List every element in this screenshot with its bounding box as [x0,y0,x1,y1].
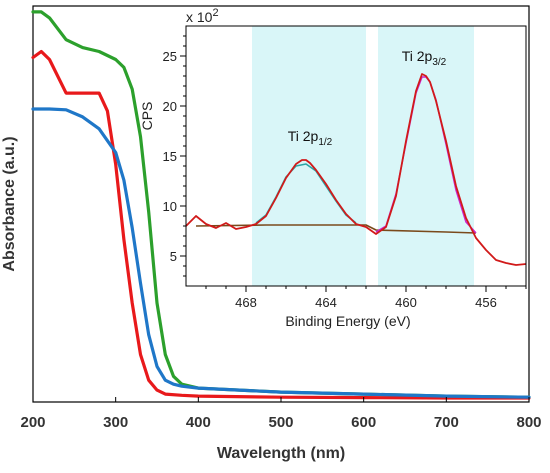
main-x-tick-label: 800 [516,414,541,431]
inset-y-tick-label: 15 [163,149,177,164]
main-x-tick-label: 300 [103,414,128,431]
main-x-tick-label: 400 [186,414,211,431]
inset-series-group [185,73,527,266]
inset-y-axis: 5 10 15 20 25 [163,35,186,277]
inset-peak-label-1: Ti 2p3/2 [402,48,447,68]
main-x-axis: 200 300 400 500 600 700 800 [20,397,542,431]
inset-multiplier-base: x 10 [186,9,213,25]
inset-x-tick-label: 456 [475,295,497,310]
main-x-tick-label: 200 [20,414,45,431]
x-axis-label: Wavelength (nm) [217,445,345,462]
inset-y-tick-label: 10 [163,199,177,214]
inset-y-tick-label: 5 [170,249,177,264]
peak-label-text: Ti 2p [288,128,319,144]
peak-label-subscript: 3/2 [432,57,446,68]
main-x-tick-label: 600 [351,414,376,431]
inset-x-axis: 468 464 460 456 [205,286,527,310]
inset-x-tick-label: 460 [395,295,417,310]
inset-y-axis-label: CPS [139,102,155,131]
inset-y-tick-label: 25 [163,49,177,64]
peak-label-subscript: 1/2 [318,137,332,148]
inset-plot: 468 464 460 456 5 10 15 20 25 Binding Energy (e… [139,7,527,329]
inset-shaded-region-1 [378,26,474,286]
inset-x-tick-label: 464 [315,295,337,310]
main-series-line-2 [31,107,531,399]
main-plot: 200 300 400 500 600 700 800 Wavelength (nm) Ab… [1,5,542,462]
peak-label-text: Ti 2p [402,48,433,64]
main-series-line-1 [31,49,531,400]
inset-multiplier-exponent: 2 [212,7,218,19]
inset-annotations: Ti 2p1/2Ti 2p3/2 [288,48,447,148]
main-x-tick-label: 700 [434,414,459,431]
y-axis-label: Absorbance (a.u.) [1,136,18,271]
main-series-group [31,10,531,400]
inset-multiplier-label: x 102 [186,7,219,25]
inset-series-line-0 [185,73,527,266]
inset-x-axis-label: Binding Energy (eV) [285,313,410,329]
inset-peak-label-0: Ti 2p1/2 [288,128,333,148]
main-x-tick-label: 500 [268,414,293,431]
inset-x-tick-label: 468 [235,295,257,310]
inset-shaded-regions [252,26,474,286]
inset-y-tick-label: 20 [163,99,177,114]
inset-shaded-region-0 [252,26,366,286]
